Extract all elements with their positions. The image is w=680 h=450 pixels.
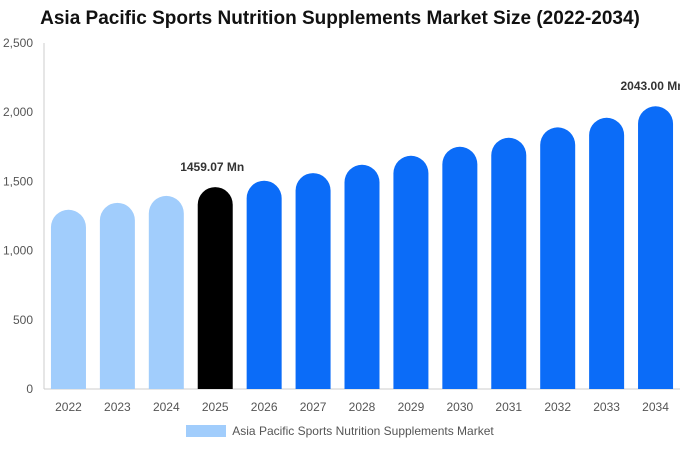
x-tick-label: 2029 (398, 400, 425, 414)
bar-2029[interactable] (393, 155, 429, 389)
x-tick-label: 2028 (349, 400, 376, 414)
data-label: 1459.07 Mn (180, 160, 244, 174)
bar-2024[interactable] (148, 195, 184, 389)
bar-2033[interactable] (589, 117, 625, 389)
bar-2030[interactable] (442, 146, 478, 389)
y-tick-label: 2,500 (3, 36, 33, 50)
chart-title: Asia Pacific Sports Nutrition Supplement… (40, 8, 640, 29)
bar-2023[interactable] (99, 202, 135, 389)
x-tick-label: 2023 (104, 400, 131, 414)
bar-2034[interactable] (638, 106, 674, 389)
data-label: 2043.00 Mn (621, 79, 680, 93)
y-tick-label: 1,000 (3, 244, 33, 258)
y-tick-label: 1,500 (3, 174, 33, 188)
bar-2022[interactable] (50, 209, 86, 389)
x-tick-label: 2026 (251, 400, 278, 414)
bar-2032[interactable] (540, 127, 576, 389)
x-tick-label: 2027 (300, 400, 327, 414)
y-tick-label: 500 (13, 313, 33, 327)
x-tick-label: 2024 (153, 400, 180, 414)
x-tick-label: 2030 (446, 400, 473, 414)
legend-swatch (186, 425, 227, 437)
x-tick-label: 2033 (593, 400, 620, 414)
x-tick-label: 2032 (544, 400, 571, 414)
x-tick-label: 2025 (202, 400, 229, 414)
y-tick-label: 2,000 (3, 105, 33, 119)
bar-2028[interactable] (344, 164, 380, 389)
y-tick-label: 0 (26, 382, 33, 396)
legend-label: Asia Pacific Sports Nutrition Supplement… (232, 424, 494, 438)
bar-2026[interactable] (246, 180, 282, 389)
bar-2031[interactable] (491, 137, 527, 389)
x-tick-label: 2031 (495, 400, 522, 414)
bar-2025[interactable] (197, 187, 233, 389)
bar-2027[interactable] (295, 173, 331, 389)
x-tick-label: 2034 (642, 400, 669, 414)
x-tick-label: 2022 (55, 400, 82, 414)
legend[interactable]: Asia Pacific Sports Nutrition Supplement… (0, 424, 680, 438)
